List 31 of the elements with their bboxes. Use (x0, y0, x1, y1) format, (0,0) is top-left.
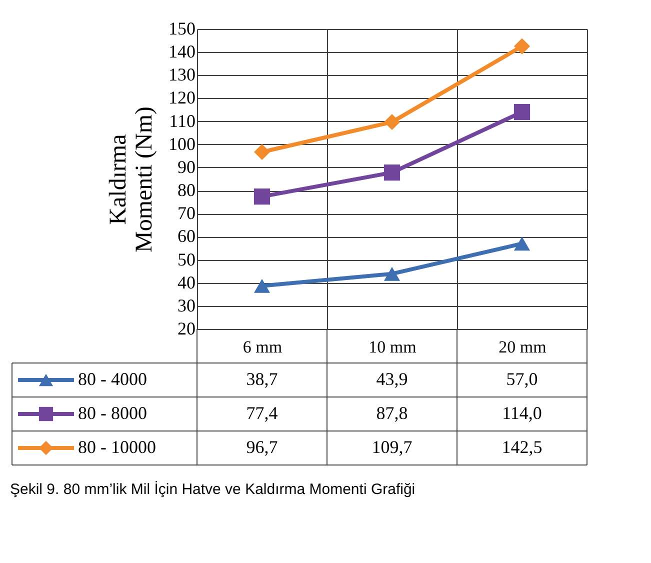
data-label: 38,7 (246, 369, 278, 389)
legend-label: 80 - 10000 (78, 437, 156, 457)
text: Şekil 9. 80 mm’lik Mil İçin Hatve ve Kaldırma Momenti Grafiği (10, 480, 416, 498)
y-tick-label: 130 (168, 64, 196, 85)
legend-label: 80 - 8000 (78, 403, 147, 423)
y-tick-label: 60 (178, 226, 196, 246)
data-label: 109,7 (372, 437, 412, 457)
y-tick-label: 40 (178, 272, 196, 292)
y-tick-label: 140 (168, 42, 196, 62)
x-tick-label: 20 mm (498, 338, 546, 356)
legend-label: 80 - 4000 (78, 369, 147, 389)
data-label: 87,8 (376, 403, 408, 423)
y-tick-label: 30 (178, 295, 196, 316)
x-tick-label: 10 mm (368, 338, 416, 356)
data-label: 142,5 (502, 437, 542, 457)
data-label: 43,9 (376, 369, 408, 389)
y-tick-label: 120 (168, 88, 196, 108)
y-tick-label: 150 (168, 18, 196, 38)
data-label: 114,0 (502, 403, 542, 423)
y-tick-label: 100 (168, 134, 196, 154)
x-tick-label: 6 mm (242, 338, 282, 356)
data-label: 57,0 (506, 369, 538, 389)
data-label: 96,7 (246, 437, 278, 457)
y-tick-label: 50 (178, 249, 196, 270)
y-axis-title: Kaldırma Momenti (Nm) (106, 106, 158, 252)
data-label: 77,4 (246, 403, 278, 423)
y-tick-label: 20 (178, 318, 196, 338)
y-tick-label: 70 (178, 203, 196, 224)
y-tick-label: 110 (169, 110, 196, 131)
y-tick-label: 90 (178, 156, 196, 177)
y-tick-label: 80 (178, 180, 196, 200)
